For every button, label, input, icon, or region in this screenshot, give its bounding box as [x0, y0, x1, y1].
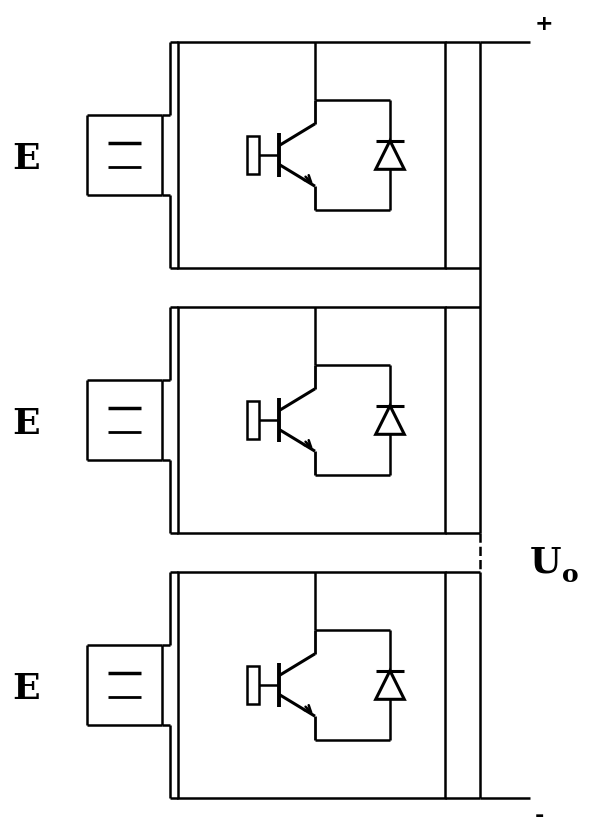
- Bar: [178, 572, 445, 798]
- Bar: [178, 307, 445, 533]
- Bar: [178, 42, 445, 268]
- Text: U: U: [530, 545, 562, 580]
- Bar: [247, 666, 259, 704]
- Text: o: o: [562, 563, 579, 586]
- Text: +: +: [535, 14, 554, 34]
- Text: -: -: [535, 806, 544, 826]
- Text: E: E: [12, 672, 40, 706]
- Bar: [247, 136, 259, 174]
- Text: E: E: [12, 407, 40, 441]
- Bar: [247, 401, 259, 439]
- Text: E: E: [12, 142, 40, 176]
